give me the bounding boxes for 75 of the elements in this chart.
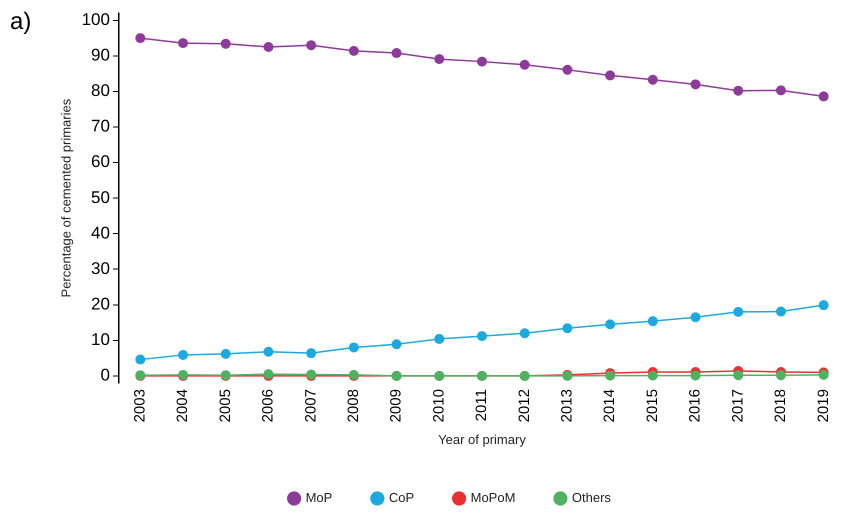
x-tick-label: 2010	[430, 389, 448, 422]
y-axis-title: Percentage of cemented primaries	[58, 98, 74, 298]
point	[306, 348, 316, 358]
legend-label: MoP	[306, 490, 332, 506]
y-tick-label: 70	[91, 116, 110, 136]
x-tick-label: 2019	[814, 389, 832, 422]
point	[648, 74, 658, 85]
point	[690, 312, 701, 322]
y-tick-label: 40	[91, 223, 110, 242]
x-tick-label: 2007	[302, 389, 320, 422]
point	[776, 306, 786, 317]
point	[434, 334, 444, 344]
point	[648, 370, 658, 381]
x-tick-label: 2005	[216, 389, 234, 422]
point	[392, 48, 402, 58]
point	[348, 46, 359, 56]
point	[562, 323, 572, 334]
point	[263, 346, 274, 357]
x-tick-label: 2003	[131, 389, 148, 422]
y-tick-label: 10	[91, 330, 110, 350]
point	[135, 354, 146, 365]
point	[690, 370, 701, 381]
legend-label: Others	[572, 490, 612, 506]
legend-label: CoP	[388, 490, 414, 506]
point	[434, 54, 444, 64]
point	[476, 56, 487, 67]
point	[220, 348, 231, 359]
x-tick-label: 2014	[601, 389, 618, 422]
point	[220, 38, 231, 49]
x-tick-label: 2011	[473, 389, 490, 422]
x-tick-label: 2018	[772, 389, 790, 422]
legend-label: MoPoM	[470, 490, 516, 506]
point	[178, 38, 188, 48]
point	[690, 79, 701, 90]
y-tick-label: 0	[100, 366, 110, 385]
y-tick-label: 100	[82, 10, 110, 29]
y-tick-label: 50	[91, 188, 110, 207]
point	[733, 306, 744, 317]
point	[818, 300, 829, 310]
x-tick-label: 2008	[345, 389, 362, 422]
point	[263, 42, 274, 52]
point	[476, 331, 487, 342]
point	[306, 40, 316, 50]
point	[733, 86, 744, 96]
point	[135, 33, 146, 44]
point	[818, 370, 829, 380]
point	[520, 328, 530, 338]
point	[392, 339, 402, 350]
point	[648, 316, 658, 326]
point	[562, 64, 572, 75]
point	[605, 370, 616, 381]
point	[776, 370, 786, 380]
x-tick-label: 2015	[644, 389, 661, 422]
y-tick-label: 90	[91, 46, 110, 65]
point	[776, 85, 786, 96]
point	[605, 319, 616, 330]
y-tick-label: 30	[91, 258, 110, 278]
text: a)	[10, 8, 32, 36]
point	[605, 70, 616, 80]
x-tick-label: 2012	[516, 389, 533, 422]
x-tick-label: 2009	[388, 389, 405, 422]
x-tick-label: 2013	[558, 389, 576, 422]
point	[818, 91, 829, 102]
y-tick-label: 60	[91, 152, 110, 172]
y-tick-label: 20	[91, 294, 110, 314]
y-tick-label: 80	[91, 81, 110, 100]
x-tick-label: 2006	[260, 389, 277, 422]
x-tick-label: 2017	[729, 389, 746, 422]
point	[520, 60, 530, 70]
point	[178, 350, 188, 360]
point	[733, 370, 744, 380]
point	[348, 342, 359, 352]
x-tick-label: 2016	[686, 389, 704, 422]
x-tick-label: 2004	[174, 389, 192, 422]
x-axis-title: Year of primary	[438, 432, 526, 447]
